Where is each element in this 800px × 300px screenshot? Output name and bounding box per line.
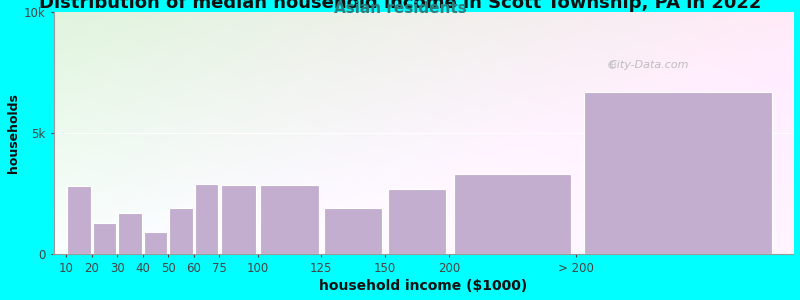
- Bar: [93, 223, 116, 254]
- Bar: [170, 208, 193, 254]
- Text: Distribution of median household income in Scott Township, PA in 2022: Distribution of median household income …: [39, 0, 761, 12]
- Text: City-Data.com: City-Data.com: [602, 60, 688, 70]
- Bar: [67, 186, 90, 254]
- Bar: [585, 92, 772, 254]
- Bar: [221, 185, 256, 254]
- Bar: [144, 232, 167, 254]
- Text: ⊕: ⊕: [606, 59, 617, 72]
- Bar: [260, 185, 318, 254]
- Y-axis label: households: households: [7, 93, 20, 173]
- Text: Asian residents: Asian residents: [334, 2, 466, 16]
- Bar: [324, 208, 382, 254]
- Bar: [194, 184, 218, 254]
- X-axis label: household income ($1000): household income ($1000): [319, 279, 527, 293]
- Bar: [454, 174, 571, 254]
- Bar: [118, 213, 142, 254]
- Bar: [387, 189, 446, 254]
